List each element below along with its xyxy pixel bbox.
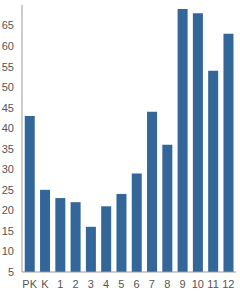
svg-text:2: 2 xyxy=(72,278,78,290)
svg-text:PK: PK xyxy=(22,278,37,290)
svg-text:11: 11 xyxy=(207,278,218,290)
svg-text:65: 65 xyxy=(8,19,14,31)
svg-text:1: 1 xyxy=(57,278,63,290)
svg-text:15: 15 xyxy=(8,225,14,237)
svg-text:55: 55 xyxy=(8,61,14,73)
svg-text:5: 5 xyxy=(8,266,14,278)
svg-text:3: 3 xyxy=(88,278,94,290)
svg-text:10: 10 xyxy=(8,245,14,257)
svg-text:30: 30 xyxy=(8,163,14,175)
svg-text:12: 12 xyxy=(222,278,232,290)
svg-text:9: 9 xyxy=(179,278,185,290)
svg-text:6: 6 xyxy=(134,278,140,290)
svg-text:25: 25 xyxy=(8,184,14,196)
svg-text:8: 8 xyxy=(164,278,170,290)
svg-text:45: 45 xyxy=(8,102,14,114)
svg-text:4: 4 xyxy=(103,278,109,290)
svg-text:50: 50 xyxy=(8,81,14,93)
svg-text:35: 35 xyxy=(8,143,14,155)
svg-text:5: 5 xyxy=(118,278,124,290)
svg-text:60: 60 xyxy=(8,40,14,52)
svg-text:40: 40 xyxy=(8,122,14,134)
svg-text:10: 10 xyxy=(192,278,204,290)
svg-text:20: 20 xyxy=(8,204,14,216)
svg-text:7: 7 xyxy=(149,278,155,290)
svg-text:K: K xyxy=(41,278,49,290)
